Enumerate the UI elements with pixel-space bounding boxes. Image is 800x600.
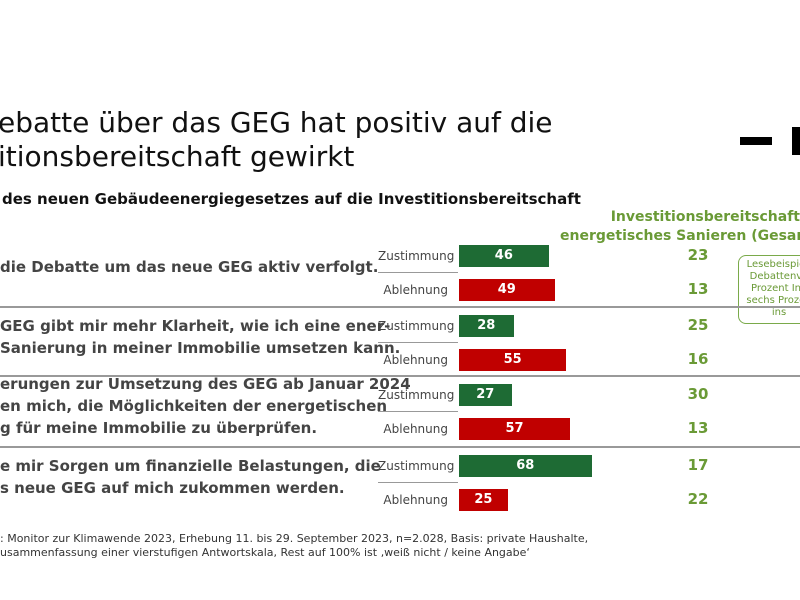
- column-header-line: energetisches Sanieren (Gesan: [560, 228, 800, 244]
- statement-line: g für meine Immobilie zu überprüfen.: [0, 419, 318, 437]
- callout-line: Lesebeispiel:: [746, 259, 800, 270]
- statement-line: s neue GEG auf mich zukommen werden.: [0, 479, 345, 497]
- callout-line: Prozent Inv: [751, 283, 800, 294]
- callout-line: ins: [771, 307, 787, 318]
- statement-line: e mir Sorgen um finanzielle Belastungen,…: [0, 457, 381, 475]
- statement: die Debatte um das neue GEG aktiv verfol…: [0, 256, 378, 278]
- logo-bar: [792, 127, 800, 155]
- title-line: itionsbereitschaft gewirkt: [0, 140, 355, 173]
- label-ablehnung: Ablehnung: [383, 353, 448, 367]
- statement-line: en mich, die Möglichkeiten der energetis…: [0, 397, 388, 415]
- invest-zustimmung: 30: [687, 385, 709, 403]
- invest-ablehnung: 22: [687, 490, 709, 508]
- bar-zustimmung: 28: [459, 315, 514, 337]
- group-separator: [0, 306, 800, 308]
- invest-ablehnung: 13: [687, 419, 709, 437]
- label-zustimmung: Zustimmung: [378, 249, 455, 263]
- invest-ablehnung: 16: [687, 350, 709, 368]
- label-zustimmung: Zustimmung: [378, 319, 455, 333]
- invest-zustimmung: 17: [687, 456, 709, 474]
- bar-zustimmung: 27: [459, 384, 512, 406]
- statement: GEG gibt mir mehr Klarheit, wie ich eine…: [0, 315, 400, 359]
- label-zustimmung: Zustimmung: [378, 388, 455, 402]
- label-ablehnung: Ablehnung: [383, 283, 448, 297]
- label-ablehnung: Ablehnung: [383, 493, 448, 507]
- label-ablehnung: Ablehnung: [383, 422, 448, 436]
- statement-line: erungen zur Umsetzung des GEG ab Januar …: [0, 375, 411, 393]
- group-separator: [0, 375, 800, 377]
- statement-line: Sanierung in meiner Immobilie umsetzen k…: [0, 339, 401, 357]
- title-line: ebatte über das GEG hat positiv auf die: [0, 106, 553, 139]
- bar-ablehnung: 25: [459, 489, 508, 511]
- label-divider: [378, 272, 458, 273]
- group-separator: [0, 446, 800, 448]
- callout-line: Debattenve: [749, 271, 800, 282]
- label-divider: [378, 342, 458, 343]
- reading-example-callout: Lesebeispiel:DebattenveProzent Invsechs …: [738, 255, 800, 324]
- bar-ablehnung: 55: [459, 349, 567, 371]
- bar-zustimmung: 68: [459, 455, 592, 477]
- logo-dash: [740, 137, 772, 145]
- invest-ablehnung: 13: [687, 280, 709, 298]
- footnote-line: usammenfassung einer vierstufigen Antwor…: [0, 546, 530, 559]
- invest-zustimmung: 23: [687, 246, 709, 264]
- statement: e mir Sorgen um finanzielle Belastungen,…: [0, 455, 381, 499]
- page-title: ebatte über das GEG hat positiv auf die i…: [0, 106, 553, 174]
- callout-line: sechs Prozen: [746, 295, 800, 306]
- invest-zustimmung: 25: [687, 316, 709, 334]
- statement: erungen zur Umsetzung des GEG ab Januar …: [0, 373, 411, 439]
- statement-line: GEG gibt mir mehr Klarheit, wie ich eine…: [0, 317, 391, 335]
- label-zustimmung: Zustimmung: [378, 459, 455, 473]
- footnote: : Monitor zur Klimawende 2023, Erhebung …: [0, 532, 588, 560]
- label-divider: [378, 411, 458, 412]
- label-divider: [378, 482, 458, 483]
- bar-ablehnung: 57: [459, 418, 571, 440]
- bar-ablehnung: 49: [459, 279, 555, 301]
- statement-line: die Debatte um das neue GEG aktiv verfol…: [0, 258, 379, 276]
- bar-zustimmung: 46: [459, 245, 549, 267]
- column-header-line: Investitionsbereitschaft: [610, 209, 800, 225]
- column-header: Investitionsbereitschaft energetisches Sa…: [560, 208, 800, 246]
- chart-subtitle: des neuen Gebäudeenergiegesetzes auf die…: [2, 190, 581, 208]
- footnote-line: : Monitor zur Klimawende 2023, Erhebung …: [0, 532, 589, 545]
